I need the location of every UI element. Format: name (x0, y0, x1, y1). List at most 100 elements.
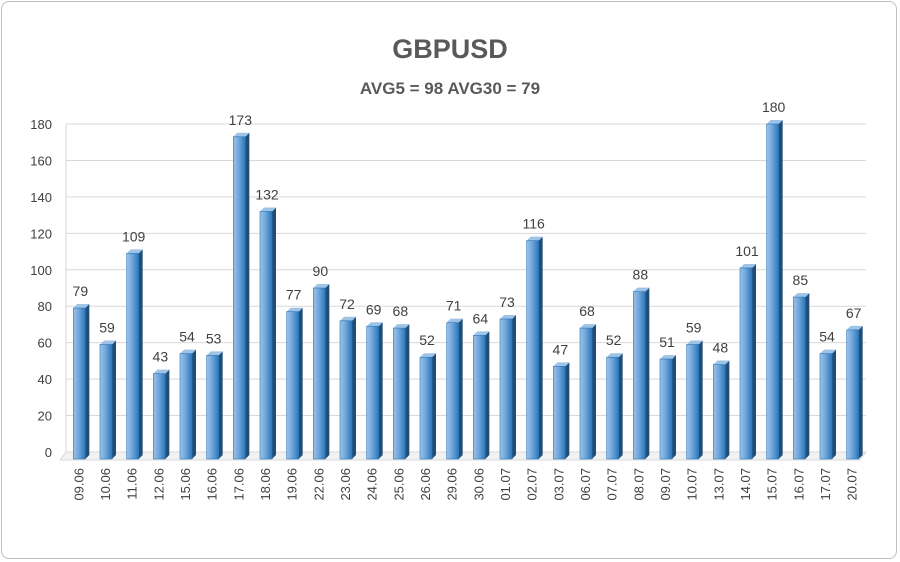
bar-front (793, 296, 806, 460)
bar-front (606, 356, 619, 460)
data-label: 77 (286, 287, 302, 303)
data-label: 54 (179, 329, 195, 345)
x-axis: 09.06 10.06 11.06 12.06 15.06 16.06 17.06 18.06… (71, 468, 859, 501)
bar-front (206, 355, 219, 460)
bar-front (713, 364, 726, 460)
bar-side (592, 324, 596, 459)
x-tick-label: 26.06 (418, 468, 433, 501)
bar-top (633, 287, 650, 292)
bar (633, 287, 650, 460)
bar-top (500, 314, 516, 319)
y-tick-label: 120 (30, 226, 52, 241)
x-tick-label: 15.06 (178, 468, 193, 501)
bar-side (645, 287, 650, 459)
bar-front (526, 240, 539, 460)
bar-top (846, 325, 863, 330)
bar-top (686, 340, 703, 345)
data-label: 59 (99, 319, 115, 335)
x-tick-label: 12.06 (151, 468, 166, 501)
bar-front (446, 322, 459, 460)
data-label: 47 (553, 341, 569, 357)
x-tick-label: 19.06 (285, 468, 300, 501)
x-tick-label: 08.07 (631, 468, 646, 501)
bar-front (286, 311, 299, 460)
bar-top (713, 360, 730, 365)
bar-side (698, 340, 703, 459)
bar-front (553, 366, 566, 460)
y-tick-label: 100 (30, 263, 52, 278)
x-tick-label: 01.07 (498, 468, 513, 501)
bar-top (340, 316, 356, 321)
bar-front (126, 253, 139, 460)
bar-side (432, 353, 436, 459)
bar (553, 362, 570, 460)
data-label: 101 (735, 243, 759, 259)
x-tick-label: 13.07 (711, 468, 726, 501)
data-label: 90 (313, 263, 329, 279)
bar-top (553, 362, 570, 367)
bar (526, 236, 543, 460)
bar (446, 318, 463, 460)
bar-top (473, 331, 490, 336)
data-label: 180 (762, 99, 786, 115)
bar-top (420, 353, 436, 358)
bar-front (819, 353, 833, 460)
bar-top (366, 322, 383, 327)
bar (286, 307, 303, 460)
bar-side (85, 304, 90, 459)
bar-side (725, 360, 730, 459)
y-tick-label: 140 (30, 190, 52, 205)
bar-front (499, 318, 513, 460)
bar (339, 316, 356, 460)
bar-front (259, 211, 273, 460)
y-tick-label: 160 (30, 153, 52, 168)
bar (579, 324, 596, 460)
bar-top (793, 293, 810, 298)
x-tick-label: 30.06 (471, 468, 486, 501)
bar-front (579, 327, 593, 460)
bar-front (686, 344, 699, 460)
bar-top (73, 304, 90, 309)
bar-top (233, 132, 250, 137)
y-tick-label: 40 (38, 372, 52, 387)
data-label: 72 (339, 296, 355, 312)
bar (713, 360, 730, 460)
bar-side (192, 349, 196, 459)
bars (73, 120, 863, 460)
data-label: 68 (579, 303, 595, 319)
y-tick-label: 20 (38, 409, 52, 424)
data-label: 173 (229, 112, 253, 128)
bar-top (126, 249, 143, 254)
x-tick-label: 23.06 (338, 468, 353, 501)
x-tick-label: 14.07 (738, 468, 753, 501)
x-tick-label: 17.07 (818, 468, 833, 501)
bar (419, 353, 436, 460)
bar-side (138, 249, 143, 459)
bar-top (820, 349, 836, 354)
bar-top (286, 307, 303, 312)
data-label: 79 (73, 283, 89, 299)
x-tick-label: 20.07 (845, 468, 860, 501)
bar-front (366, 325, 379, 460)
data-label: 43 (153, 349, 169, 365)
data-label: 59 (686, 319, 702, 335)
bar-side (512, 314, 516, 459)
bar (473, 331, 490, 460)
x-tick-label: 24.06 (365, 468, 380, 501)
bar-top (446, 318, 463, 323)
bar-front (179, 353, 193, 460)
data-label: 64 (473, 310, 489, 326)
data-label: 48 (713, 340, 729, 356)
data-label: 85 (793, 272, 809, 288)
data-label: 132 (255, 186, 279, 202)
bar-top (313, 284, 330, 288)
bar-front (339, 320, 353, 460)
bar-side (378, 322, 383, 459)
bar (686, 340, 703, 460)
bar (606, 353, 623, 460)
bar-front (153, 373, 166, 460)
bar-side (752, 263, 756, 459)
bar (393, 324, 410, 460)
data-label: 51 (659, 334, 675, 350)
bar (366, 322, 383, 460)
